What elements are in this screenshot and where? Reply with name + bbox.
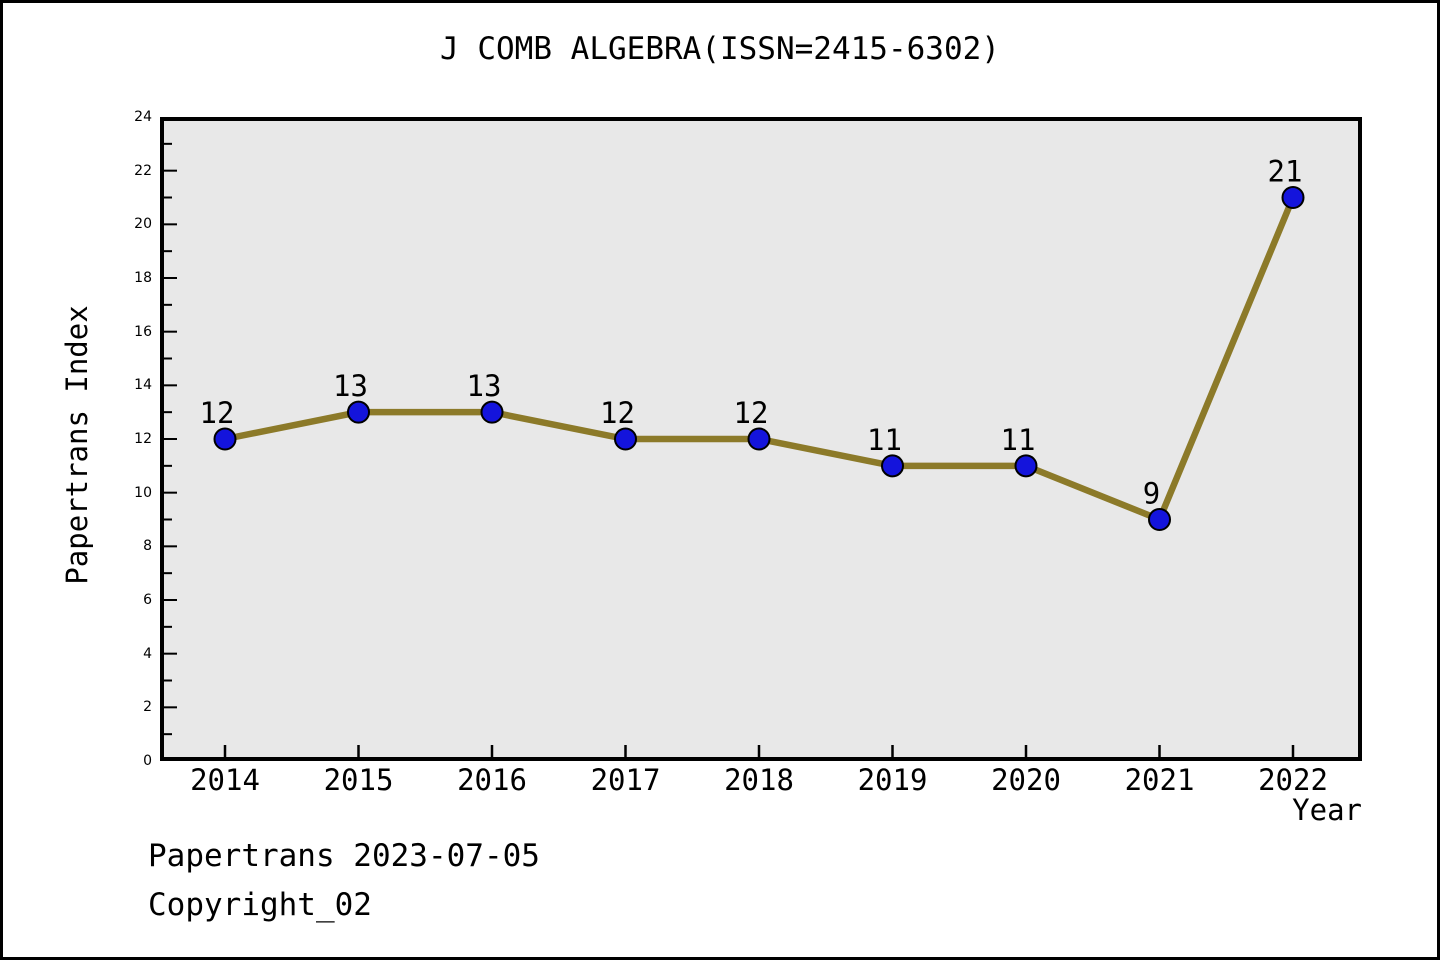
data-point-label: 12 — [200, 396, 235, 430]
data-point — [1148, 508, 1171, 531]
data-point — [881, 454, 904, 478]
data-point-label: 9 — [1143, 477, 1160, 511]
data-point-label: 13 — [333, 369, 368, 403]
y-tick-label: 18 — [134, 270, 152, 286]
y-tick-label: 10 — [134, 484, 152, 501]
y-tick-label: 0 — [143, 753, 152, 769]
y-tick-label: 12 — [134, 431, 152, 447]
y-tick-label: 14 — [134, 377, 152, 394]
data-point-label: 13 — [467, 369, 502, 403]
y-tick-label: 24 — [134, 109, 152, 125]
x-tick-label: 2014 — [190, 763, 260, 797]
y-tick-label: 16 — [134, 323, 152, 340]
y-tick-label: 22 — [134, 162, 152, 179]
data-point-label: 11 — [1001, 423, 1036, 457]
y-tick-label: 2 — [143, 699, 152, 716]
y-tick-label: 6 — [143, 592, 152, 608]
y-tick-label: 20 — [134, 216, 152, 233]
y-tick-label: 8 — [143, 538, 152, 555]
data-point-label: 12 — [600, 396, 635, 430]
data-point-label: 12 — [734, 396, 769, 430]
x-tick-label: 2018 — [724, 763, 794, 797]
data-point — [1281, 186, 1305, 209]
x-axis-label: Year — [1292, 793, 1362, 827]
y-axis-label: Papertrans Index — [60, 305, 94, 585]
x-tick-label: 2020 — [991, 763, 1061, 797]
x-tick-label: 2015 — [323, 763, 394, 797]
data-point-label: 11 — [867, 423, 902, 457]
line-chart: 12 13 13 12 12 11 11 9 21 — [160, 117, 1362, 761]
x-tick-label: 2017 — [590, 763, 661, 797]
data-point — [213, 427, 237, 451]
x-tick-label: 2022 — [1258, 763, 1328, 797]
data-point — [347, 400, 370, 424]
x-tick-label: 2021 — [1124, 763, 1195, 797]
plot-area: 12 13 13 12 12 11 11 9 21 — [160, 117, 1362, 761]
footer-watermark-date: Papertrans 2023-07-05 — [148, 838, 540, 874]
chart-title: J COMB ALGEBRA(ISSN=2415-6302) — [440, 31, 1000, 67]
data-point — [1014, 454, 1038, 478]
data-point — [480, 400, 504, 424]
x-tick-label: 2019 — [857, 763, 928, 797]
data-point — [747, 427, 771, 451]
data-point — [614, 427, 637, 451]
x-tick-label: 2016 — [457, 763, 527, 797]
data-point-label: 21 — [1268, 155, 1303, 189]
y-tick-label: 4 — [143, 645, 152, 662]
footer-copyright: Copyright_02 — [148, 887, 372, 923]
